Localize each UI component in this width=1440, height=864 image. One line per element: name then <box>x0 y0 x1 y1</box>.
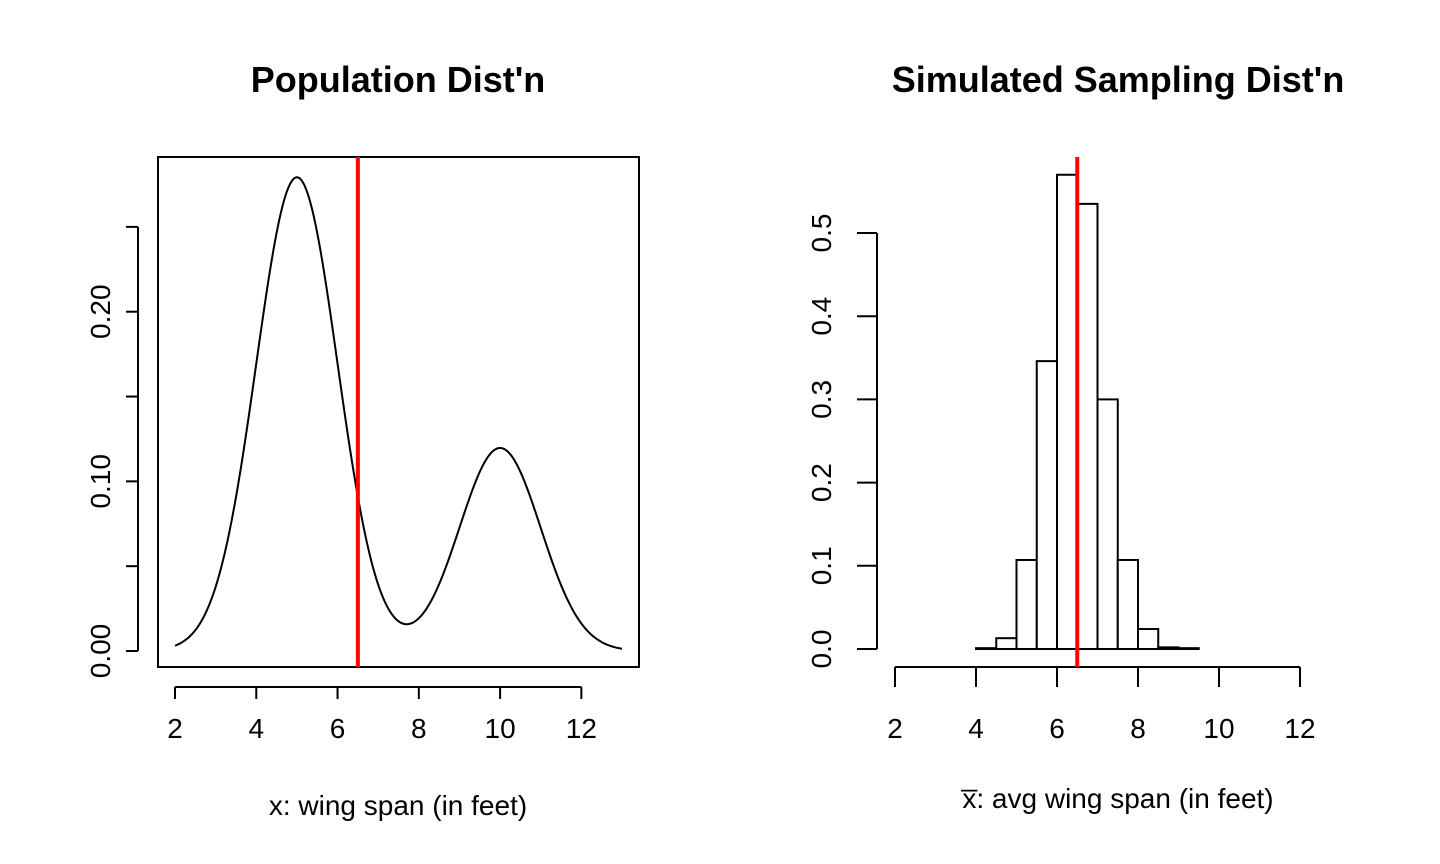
histogram-bar <box>1137 628 1160 650</box>
histogram-bar <box>1056 173 1079 650</box>
population-y-tick-label: 0.00 <box>85 624 116 679</box>
histogram-bar <box>995 637 1018 651</box>
histogram-bar <box>1177 647 1200 651</box>
sampling-x-tick-label: 6 <box>1049 713 1065 744</box>
histogram-bar <box>1015 558 1038 651</box>
population-title: Population Dist'n <box>251 59 546 100</box>
histogram-bar <box>1116 558 1139 651</box>
sampling-x-tick-label: 8 <box>1130 713 1146 744</box>
sampling-x-tick-label: 4 <box>968 713 984 744</box>
sampling-title: Simulated Sampling Dist'n <box>892 59 1345 100</box>
histogram-bar <box>1157 646 1180 650</box>
population-y-tick-label: 0.20 <box>85 284 116 339</box>
sampling-y-tick-label: 0.2 <box>806 463 837 502</box>
histogram-bar <box>975 647 998 651</box>
sampling-panel: Simulated Sampling Dist'n 2 4 6 8 10 12 0.00.… <box>806 59 1344 814</box>
sampling-y-tick-label: 0.1 <box>806 546 837 585</box>
histogram-bar <box>1035 360 1058 650</box>
sampling-y-axis: 0.0 0.1 0.2 0.3 0.4 0.5 <box>806 214 878 669</box>
sampling-y-tick-label: 0.0 <box>806 630 837 669</box>
population-x-tick-label: 2 <box>167 713 183 744</box>
population-x-tick-label: 12 <box>566 713 597 744</box>
sampling-histogram-bars <box>975 173 1200 651</box>
population-x-tick-label: 10 <box>485 713 516 744</box>
population-x-tick-label: 8 <box>411 713 427 744</box>
sampling-x-label: x̅: avg wing span (in feet) <box>960 783 1273 814</box>
population-x-label: x: wing span (in feet) <box>269 790 527 821</box>
population-x-axis: 2 4 6 8 10 12 <box>167 686 597 744</box>
sampling-x-tick-label: 12 <box>1284 713 1315 744</box>
population-y-tick-label: 0.10 <box>85 454 116 509</box>
population-y-axis: 0.00 0.10 0.20 <box>85 225 139 679</box>
population-x-tick-label: 6 <box>330 713 346 744</box>
sampling-y-tick-label: 0.3 <box>806 380 837 419</box>
population-density-curve <box>174 176 623 650</box>
sampling-y-tick-label: 0.4 <box>806 297 837 336</box>
sampling-x-tick-label: 10 <box>1203 713 1234 744</box>
histogram-bar <box>1076 202 1099 650</box>
sampling-y-tick-label: 0.5 <box>806 214 837 253</box>
population-plot-box <box>157 156 640 668</box>
sampling-x-tick-label: 2 <box>887 713 903 744</box>
population-panel: Population Dist'n 2 4 6 8 10 12 0.000.100.20 … <box>85 59 640 821</box>
population-x-tick-label: 4 <box>248 713 264 744</box>
sampling-x-axis: 2 4 6 8 10 12 <box>887 666 1316 744</box>
histogram-bar <box>1096 398 1119 650</box>
